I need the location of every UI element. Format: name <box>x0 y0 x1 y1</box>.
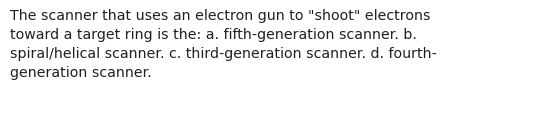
Text: The scanner that uses an electron gun to "shoot" electrons
toward a target ring : The scanner that uses an electron gun to… <box>10 9 437 80</box>
